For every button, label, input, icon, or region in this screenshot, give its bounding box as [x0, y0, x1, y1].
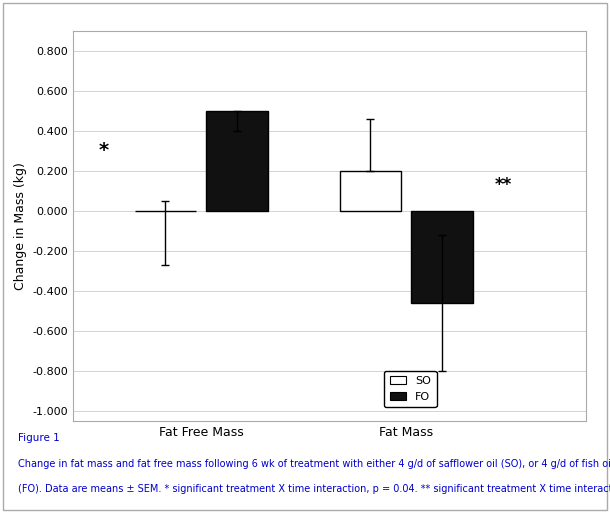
- Legend: SO, FO: SO, FO: [384, 370, 437, 407]
- Bar: [411, 211, 473, 303]
- Y-axis label: Change in Mass (kg): Change in Mass (kg): [14, 162, 27, 290]
- Text: **: **: [495, 176, 512, 194]
- Bar: [206, 111, 268, 211]
- Text: (FO). Data are means ± SEM. * significant treatment X time interaction, p = 0.04: (FO). Data are means ± SEM. * significan…: [18, 484, 610, 495]
- Text: Change in fat mass and fat free mass following 6 wk of treatment with either 4 g: Change in fat mass and fat free mass fol…: [18, 459, 610, 469]
- Text: Figure 1: Figure 1: [18, 433, 60, 443]
- Text: *: *: [99, 141, 109, 160]
- Bar: [340, 171, 401, 211]
